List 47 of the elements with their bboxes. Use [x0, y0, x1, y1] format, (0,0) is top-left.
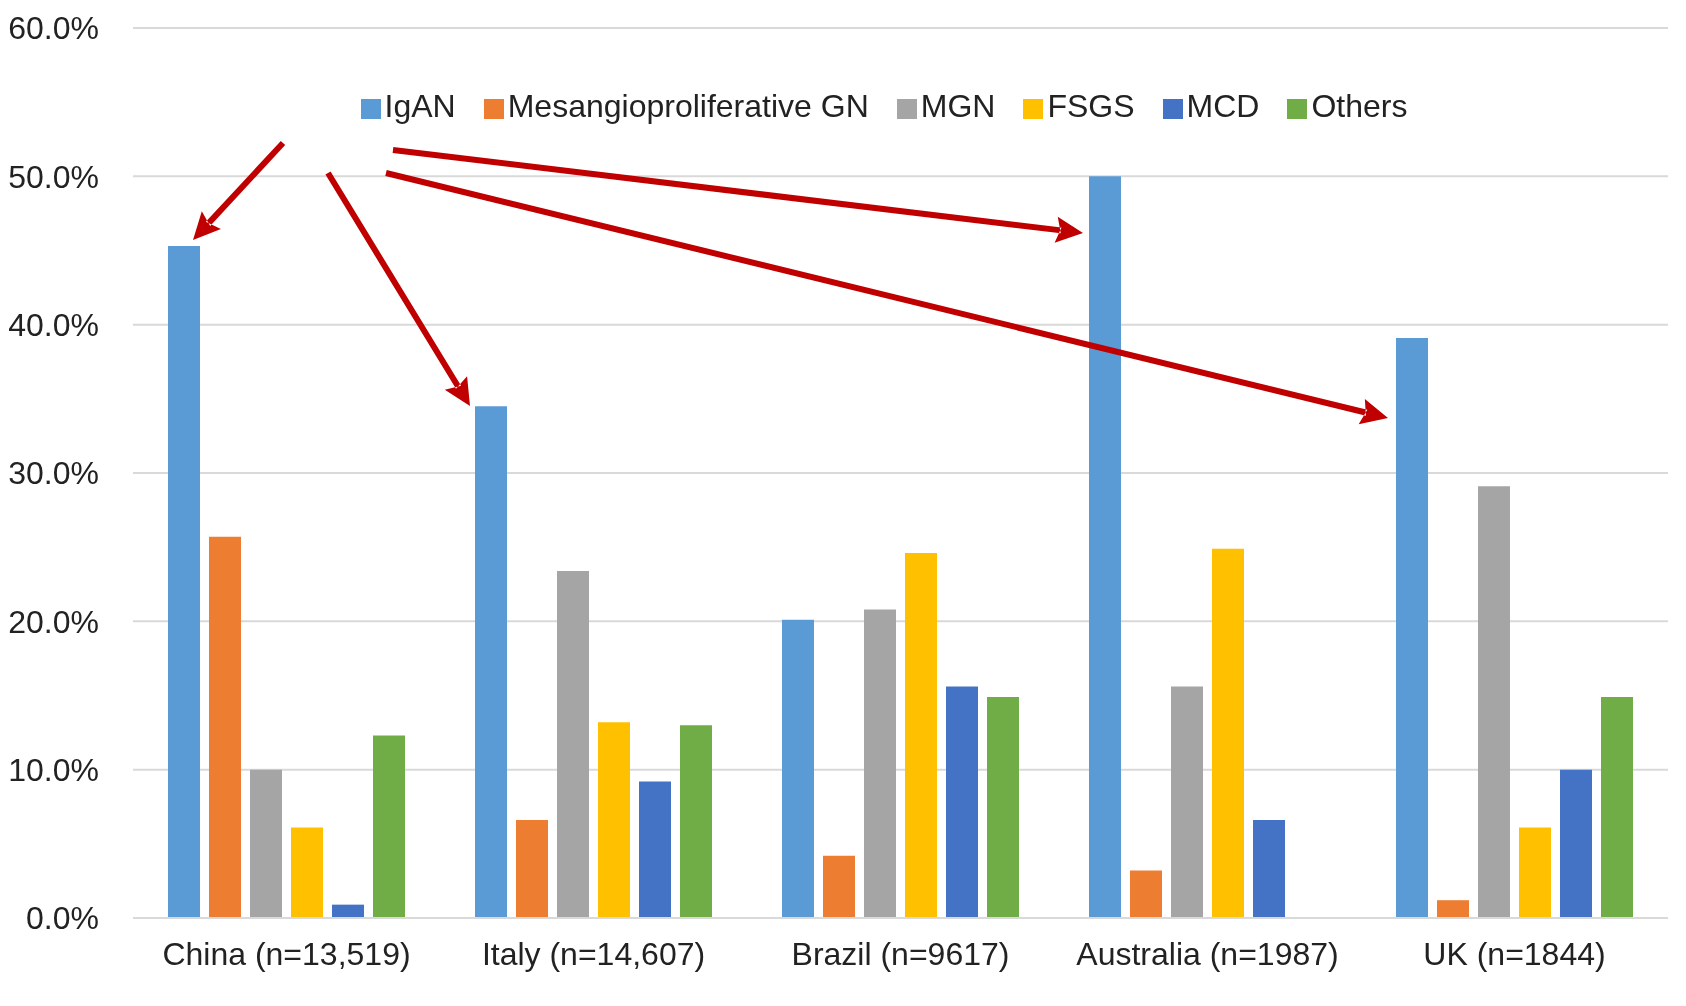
y-tick-label: 10.0%: [8, 752, 99, 789]
y-tick-label: 60.0%: [8, 10, 99, 47]
legend-label: IgAN: [384, 88, 456, 124]
bar: [1437, 900, 1469, 918]
bar: [987, 696, 1019, 918]
x-tick-label: Italy (n=14,607): [481, 935, 706, 972]
bar: [598, 722, 630, 918]
bar: [475, 406, 507, 918]
bar: [209, 536, 241, 918]
legend-label: FSGS: [1047, 88, 1135, 124]
bar: [823, 855, 855, 918]
x-tick-label: Brazil (n=9617): [791, 935, 1010, 972]
y-tick-label: 20.0%: [8, 603, 99, 640]
bar: [1560, 769, 1592, 918]
bar: [250, 769, 282, 918]
bar: [516, 820, 548, 918]
y-tick-label: 40.0%: [8, 307, 99, 344]
bar: [639, 781, 671, 918]
legend-label: MGN: [920, 88, 996, 124]
bar: [782, 619, 814, 918]
bar: [1089, 176, 1121, 918]
bar: [557, 570, 589, 918]
legend-label: MCD: [1186, 88, 1260, 124]
y-tick-label: 30.0%: [8, 455, 99, 492]
bar: [905, 553, 937, 918]
bar: [864, 609, 896, 918]
y-tick-label: 0.0%: [26, 900, 99, 937]
bar: [1396, 338, 1428, 918]
bar: [1171, 686, 1203, 918]
bar: [332, 904, 364, 918]
bar: [291, 827, 323, 918]
bar: [1478, 486, 1510, 918]
bar: [1130, 870, 1162, 918]
bar: [1253, 820, 1285, 918]
legend-label: Others: [1311, 88, 1408, 124]
x-tick-label: China (n=13,519): [162, 935, 411, 972]
bar: [1212, 548, 1244, 918]
bar: [168, 246, 200, 918]
bar: [1601, 696, 1633, 918]
bar: [946, 686, 978, 918]
bar: [680, 725, 712, 918]
y-tick-label: 50.0%: [8, 158, 99, 195]
x-tick-label: Australia (n=1987): [1076, 935, 1339, 972]
bar: [1519, 827, 1551, 918]
bar: [373, 735, 405, 918]
legend-label: Mesangioproliferative GN: [507, 88, 869, 124]
x-tick-label: UK (n=1844): [1423, 935, 1606, 972]
